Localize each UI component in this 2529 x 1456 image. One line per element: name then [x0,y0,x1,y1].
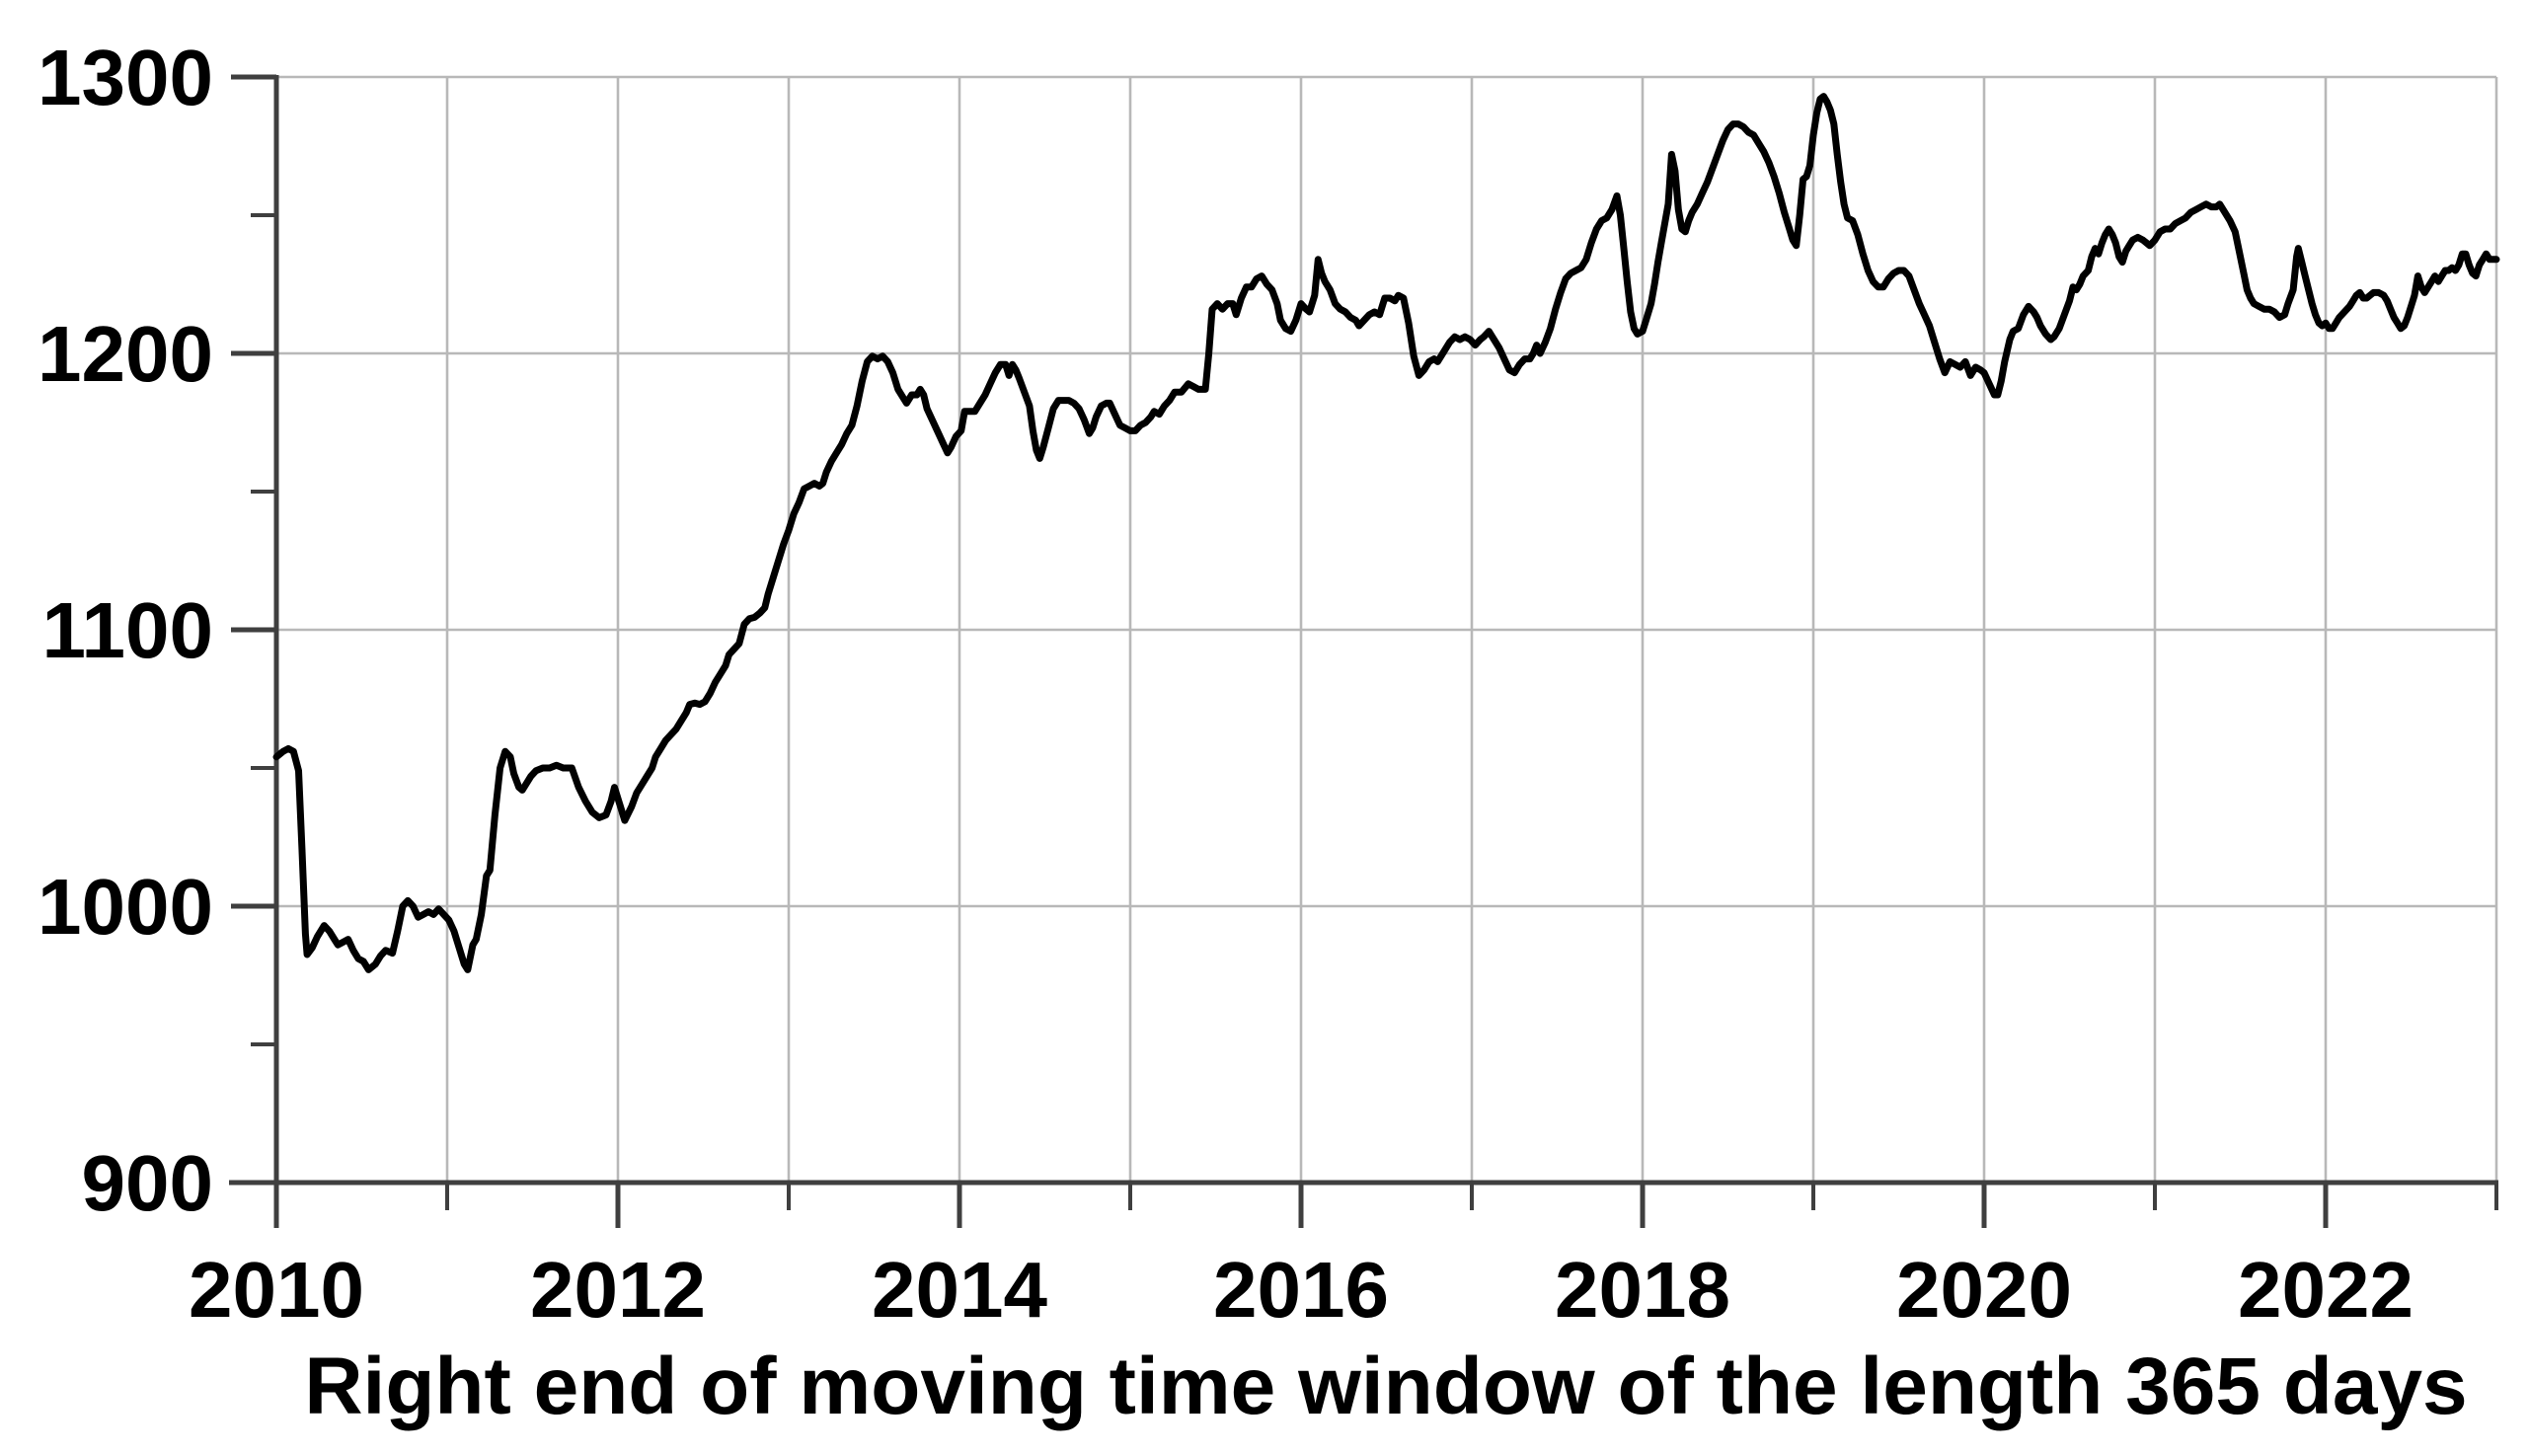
x-axis-label: Right end of moving time window of the l… [304,1341,2467,1431]
label-layer: 900 1000 1100 1200 1300 2010 2012 2014 2016 2018 2… [38,34,2414,1334]
y-tick-label-1200: 1200 [38,310,213,398]
tick-layer [231,74,2498,1228]
x-tick-label-2012: 2012 [530,1246,706,1334]
y-tick-label-1300: 1300 [38,34,213,121]
x-tick-label-2022: 2022 [2238,1246,2414,1334]
y-tick-label-900: 900 [82,1139,213,1227]
series-layer [272,93,2500,973]
x-tick-label-2014: 2014 [872,1246,1047,1334]
x-tick-label-2020: 2020 [1896,1246,2072,1334]
data-series-line [272,93,2500,973]
x-tick-label-2010: 2010 [189,1246,364,1334]
y-tick-label-1100: 1100 [41,586,213,674]
grid-layer [276,75,2498,1183]
x-tick-label-2018: 2018 [1555,1246,1730,1334]
axis-layer [229,75,2498,1186]
x-tick-label-2016: 2016 [1213,1246,1389,1334]
y-tick-label-1000: 1000 [38,863,213,951]
